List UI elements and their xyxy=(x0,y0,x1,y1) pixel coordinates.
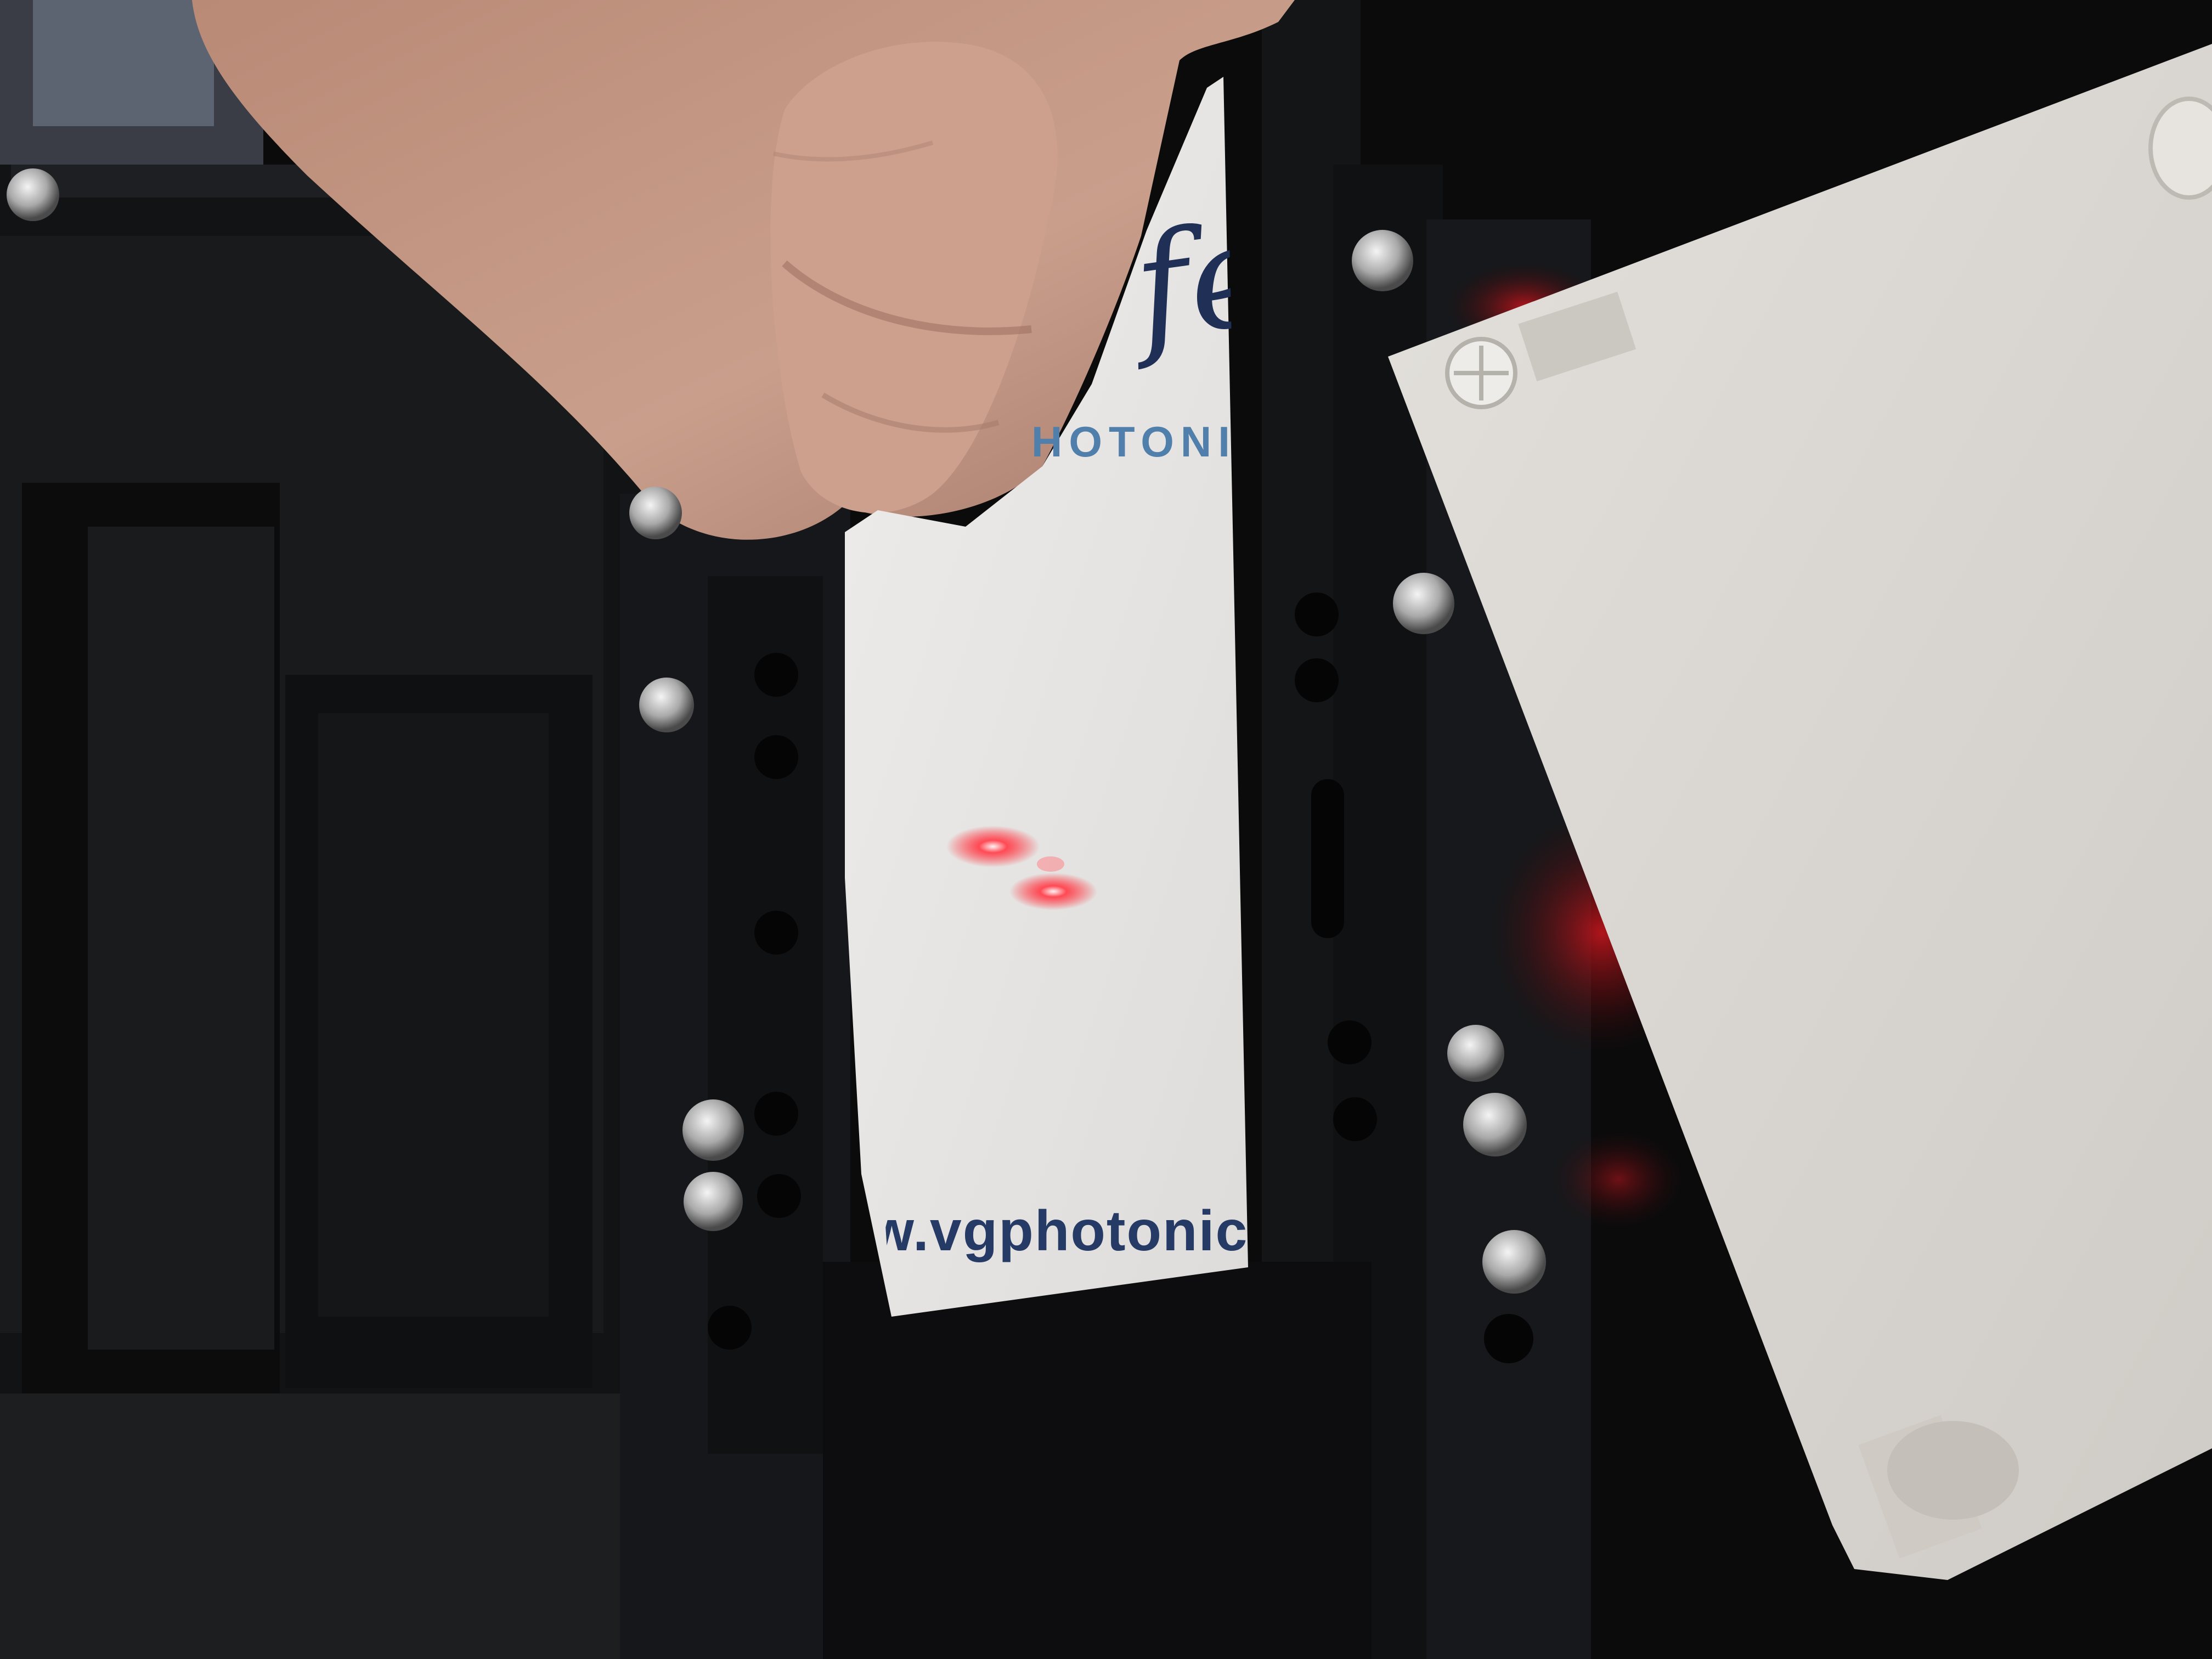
red-glow-bottom xyxy=(1553,1130,1684,1229)
screw-icon xyxy=(682,1099,744,1161)
laser-spots xyxy=(946,826,1097,910)
screw-icon xyxy=(1393,573,1454,634)
room-background-light xyxy=(33,0,214,126)
card-url-text: w.vgphotonics xyxy=(870,1199,1282,1263)
center-rails xyxy=(620,0,1591,1659)
hand xyxy=(192,0,1295,540)
screw-icon xyxy=(1352,230,1413,291)
business-card xyxy=(845,77,1248,1317)
laser-spot-lower xyxy=(1009,873,1097,910)
laser-spot-faint xyxy=(1037,856,1064,872)
screw-icon xyxy=(639,678,694,732)
screw-icon xyxy=(1463,1093,1527,1156)
panel-clips xyxy=(1445,97,2212,1559)
laser-spot-upper xyxy=(946,826,1040,867)
screw-icon xyxy=(1482,1230,1546,1294)
screws xyxy=(7,168,1546,1294)
screw-icon xyxy=(7,168,59,221)
screw-icon xyxy=(684,1172,743,1231)
rail-holes xyxy=(708,592,1533,1363)
white-panel xyxy=(1388,44,2212,1580)
card-brand-text: HOTONI xyxy=(1031,417,1237,466)
screw-icon xyxy=(1447,1025,1504,1082)
screw-icon xyxy=(629,487,682,539)
left-housing xyxy=(0,165,713,1659)
